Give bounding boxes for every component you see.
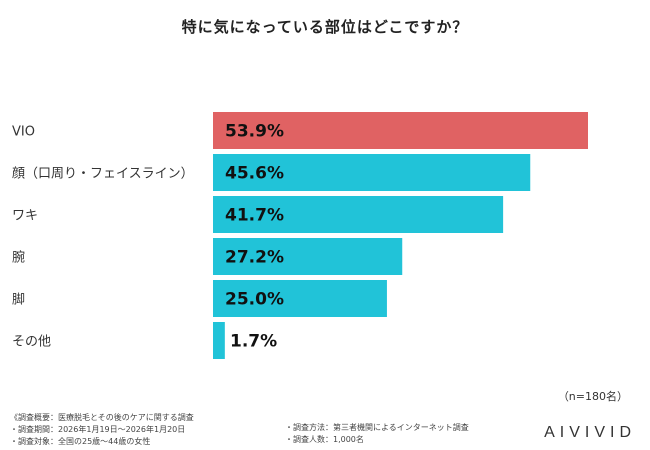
category-label: 顔（口周り・フェイスライン） [12,167,194,182]
bar-chart: VIO 53.9% 顔（口周り・フェイスライン） 45.6% ワキ 41.7% 腕 27.2%… [12,112,588,359]
category-label: ワキ [12,209,38,224]
survey-summary-left: 《調査概要：医療脱毛とその後のケアに関する調査 ・調査期間：2026年1月19日… [10,412,194,448]
bar [213,154,531,191]
chart-title: 特に気になっている部位はどこですか？ [181,18,469,36]
bar [213,112,588,149]
category-label: その他 [12,335,51,350]
survey-count-line: ・調査人数：1,000名 [285,435,364,444]
bar [213,280,387,317]
bar [213,322,225,359]
survey-method-line: ・調査方法：第三者機関によるインターネット調査 [285,423,469,432]
category-label: 脚 [12,292,25,308]
value-label: 41.7% [225,206,284,226]
value-label: 25.0% [225,290,284,310]
survey-summary-right: ・調査方法：第三者機関によるインターネット調査 ・調査人数：1,000名 [285,422,469,446]
survey-summary-line: 《調査概要：医療脱毛とその後のケアに関する調査 [10,413,194,422]
value-label: 53.9% [225,122,284,142]
bar [213,238,403,275]
value-label: 45.6% [225,164,284,184]
bar [213,196,504,233]
brand-logo: AIVIVID [544,424,636,441]
survey-target-line: ・調査対象：全国の25歳〜44歳の女性 [10,437,151,446]
value-label: 1.7% [230,332,277,352]
value-label: 27.2% [225,248,284,268]
survey-period-line: ・調査期間：2026年1月19日〜2026年1月20日 [10,425,186,434]
category-label: 腕 [12,250,25,266]
category-label: VIO [12,125,35,140]
sample-size-note: （n=180名） [557,390,628,403]
